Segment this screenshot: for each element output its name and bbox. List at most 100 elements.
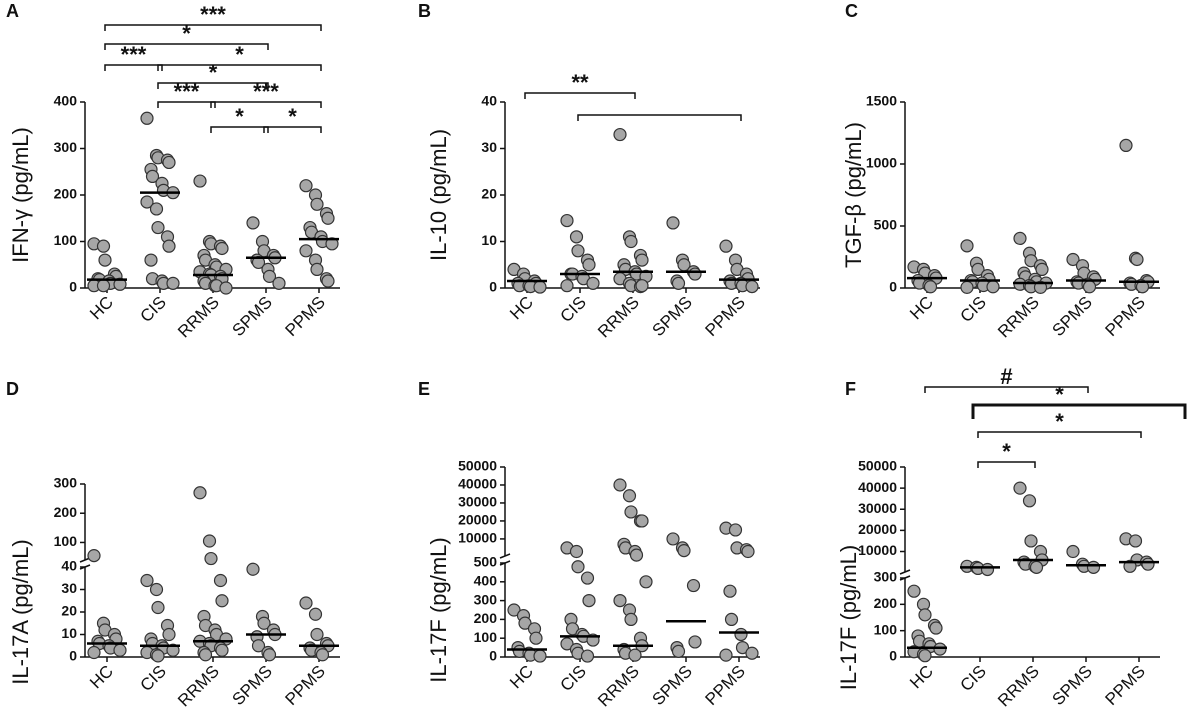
data-point <box>929 621 943 635</box>
data-point <box>140 195 154 209</box>
y-tick-label: 0 <box>889 279 897 295</box>
data-point <box>688 267 702 281</box>
data-point <box>149 582 164 597</box>
data-point <box>666 216 680 230</box>
x-tick-label: HC <box>506 662 537 693</box>
data-point <box>507 603 521 617</box>
data-point <box>162 155 176 170</box>
data-point <box>923 280 938 294</box>
y-tick-label: 20 <box>61 603 77 619</box>
data-point <box>971 262 985 276</box>
data-point <box>582 258 596 272</box>
y-tick-label: 100 <box>874 621 898 637</box>
x-tick-label: PPMS <box>1101 293 1149 341</box>
y-tick-label: 500 <box>474 554 498 570</box>
significance-bracket <box>104 43 269 50</box>
data-point <box>624 505 638 519</box>
data-point <box>571 244 585 258</box>
data-point <box>299 179 313 193</box>
data-point <box>202 534 217 548</box>
significance-label: * <box>288 104 297 129</box>
data-point <box>728 523 743 537</box>
y-axis-label: IL-17F (pg/mL) <box>426 537 451 683</box>
data-point <box>688 635 702 649</box>
y-tick-label: 200 <box>54 186 78 202</box>
x-tick-label: SPMS <box>228 662 276 710</box>
data-point <box>251 255 266 270</box>
x-tick-label: CIS <box>137 293 170 326</box>
y-tick-label: 10000 <box>458 530 497 546</box>
panel-label: E <box>418 379 430 399</box>
y-tick-label: 200 <box>54 504 78 520</box>
data-point <box>113 277 127 291</box>
data-point <box>745 280 759 294</box>
significance-label: *** <box>253 79 279 104</box>
data-point <box>262 648 277 662</box>
data-point <box>308 607 323 621</box>
data-point <box>1066 252 1080 267</box>
y-tick-label: 0 <box>69 279 77 295</box>
data-point <box>980 562 995 577</box>
data-point <box>204 551 218 566</box>
data-point <box>586 276 600 290</box>
x-tick-label: CIS <box>957 293 990 326</box>
axis-break <box>499 553 511 559</box>
data-point <box>325 237 339 251</box>
data-point <box>960 280 974 294</box>
x-tick-label: CIS <box>957 662 990 695</box>
axis-break <box>899 569 911 575</box>
significance-bracket <box>263 126 322 133</box>
x-tick-label: HC <box>906 662 937 693</box>
significance-label: * <box>1055 382 1064 407</box>
y-axis-label: IFN-γ (pg/mL) <box>8 127 33 263</box>
data-point <box>219 281 233 295</box>
y-tick-label: 30 <box>481 139 497 155</box>
data-point <box>1066 544 1080 559</box>
significance-label: *** <box>200 2 226 27</box>
data-point <box>310 627 324 642</box>
data-point <box>918 649 932 663</box>
y-tick-label: 10 <box>61 625 77 641</box>
data-point <box>624 234 638 249</box>
y-tick-label: 200 <box>874 595 898 611</box>
x-tick-label: PPMS <box>281 293 329 341</box>
y-axis-label: IL-10 (pg/mL) <box>426 129 451 261</box>
y-tick-label: 40000 <box>858 479 897 495</box>
data-point <box>246 562 260 576</box>
data-point <box>310 262 324 276</box>
significance-label: *** <box>174 79 200 104</box>
data-point <box>315 648 330 662</box>
y-tick-label: 300 <box>474 591 498 607</box>
data-point <box>98 253 112 267</box>
data-point <box>262 269 277 283</box>
data-point <box>560 213 574 228</box>
x-tick-label: SPMS <box>1048 662 1096 710</box>
data-point <box>1130 252 1144 267</box>
data-point <box>215 594 229 608</box>
y-tick-label: 400 <box>474 573 498 589</box>
y-tick-label: 1500 <box>866 93 897 109</box>
significance-bracket <box>971 403 1187 419</box>
data-point <box>113 643 127 657</box>
data-point <box>580 571 595 585</box>
y-axis-label: IL-17F (pg/mL) <box>836 545 861 691</box>
data-point <box>686 578 701 593</box>
significance-label: *** <box>121 42 147 67</box>
significance-bracket <box>977 431 1142 438</box>
data-point <box>719 648 733 662</box>
data-point <box>162 239 176 253</box>
panel-label: A <box>6 1 19 21</box>
data-point <box>96 279 111 293</box>
significance-label: * <box>1055 409 1064 434</box>
data-point <box>145 169 160 183</box>
x-tick-label: HC <box>906 293 937 324</box>
y-tick-label: 40000 <box>458 476 497 492</box>
x-tick-label: PPMS <box>701 662 749 710</box>
y-tick-label: 100 <box>54 232 78 248</box>
data-point <box>257 616 271 630</box>
data-point <box>529 631 543 645</box>
data-point <box>622 489 637 503</box>
x-tick-label: HC <box>86 293 117 324</box>
significance-label: * <box>209 60 218 85</box>
data-point <box>628 648 642 662</box>
